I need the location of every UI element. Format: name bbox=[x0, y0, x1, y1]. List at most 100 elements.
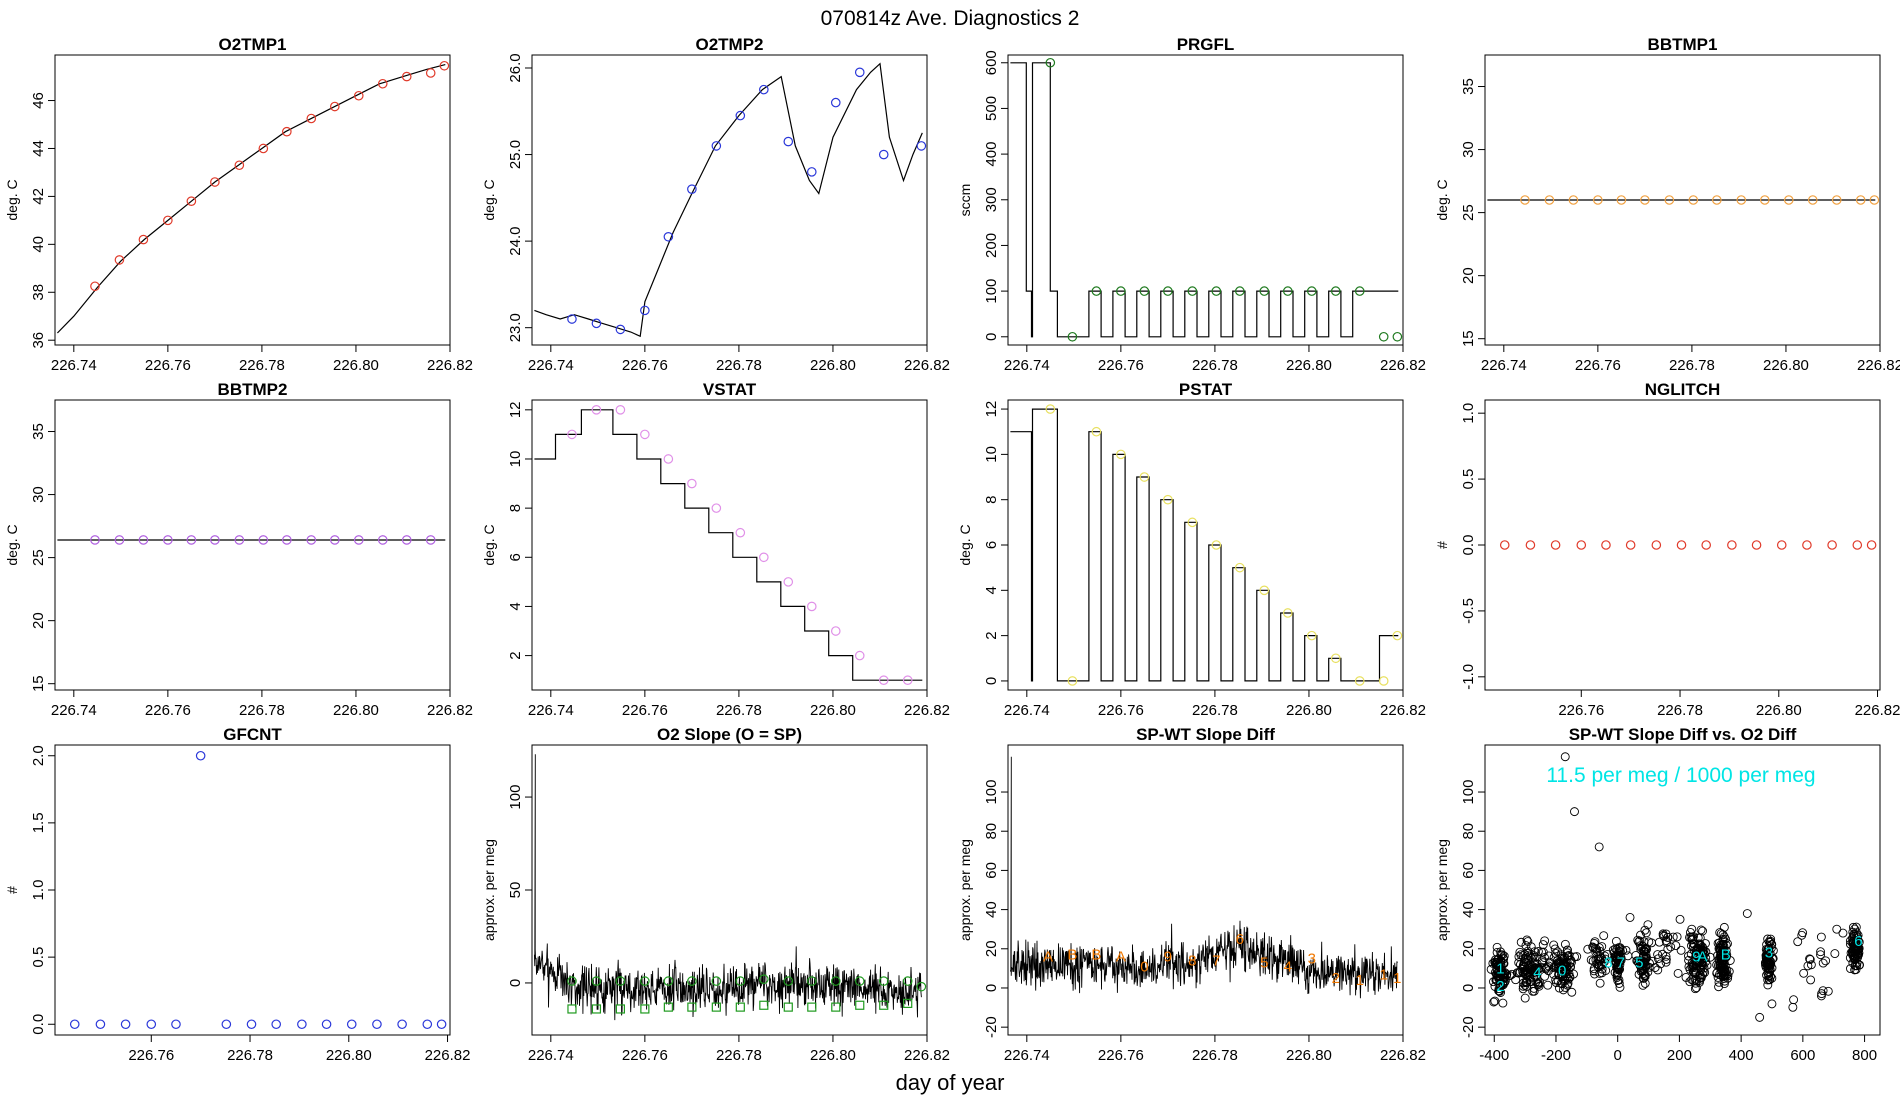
data-label: 7 bbox=[1212, 953, 1220, 970]
y-tick-label: 26.0 bbox=[507, 53, 524, 82]
plot-frame bbox=[1007, 744, 1404, 1036]
data-point bbox=[1783, 195, 1794, 205]
data-point bbox=[1776, 540, 1787, 550]
data-point bbox=[1282, 608, 1293, 618]
data-point bbox=[615, 405, 626, 415]
scatter-point bbox=[1596, 960, 1606, 970]
data-point bbox=[186, 535, 197, 545]
plot-area bbox=[1499, 540, 1877, 550]
data-point bbox=[1392, 331, 1403, 342]
noisy-series-line bbox=[1009, 756, 1398, 999]
scatter-point bbox=[1595, 946, 1605, 956]
plot-frame bbox=[1007, 399, 1404, 691]
scatter-point bbox=[1565, 958, 1575, 967]
y-tick-label: 80 bbox=[1460, 823, 1477, 840]
data-point bbox=[807, 1002, 817, 1012]
data-point bbox=[1736, 195, 1747, 205]
x-tick-label: 226.76 bbox=[622, 357, 668, 374]
data-point bbox=[1727, 540, 1737, 550]
scatter-point bbox=[1636, 967, 1646, 976]
y-tick-label: 80 bbox=[983, 823, 1000, 840]
data-point bbox=[1116, 286, 1126, 296]
scatter-point bbox=[1561, 971, 1571, 981]
y-tick-label: 2.0 bbox=[30, 745, 47, 766]
scatter-point bbox=[1816, 947, 1826, 957]
scatter-point bbox=[1570, 807, 1579, 817]
data-point bbox=[120, 1019, 131, 1030]
y-tick-label: 25 bbox=[30, 549, 47, 566]
data-point bbox=[687, 478, 697, 489]
scatter-point bbox=[1623, 951, 1633, 961]
scatter-point bbox=[1520, 980, 1530, 990]
data-point bbox=[759, 84, 769, 95]
data-point bbox=[372, 1019, 382, 1030]
scatter-point bbox=[1720, 964, 1730, 974]
data-point bbox=[1139, 286, 1150, 296]
data-point bbox=[221, 1019, 232, 1030]
data-point bbox=[146, 1019, 157, 1030]
data-point bbox=[1866, 540, 1877, 550]
scatter-point bbox=[1718, 970, 1728, 980]
x-tick-label: 226.74 bbox=[51, 702, 97, 719]
scatter-point bbox=[1764, 944, 1774, 953]
scatter-point bbox=[1763, 969, 1773, 978]
data-point bbox=[353, 535, 364, 545]
y-tick-label: -20 bbox=[1460, 1016, 1477, 1038]
data-point bbox=[711, 1002, 721, 1012]
data-label: 0 bbox=[1140, 958, 1148, 975]
data-label: 5 bbox=[1260, 955, 1268, 972]
scatter-point bbox=[1697, 954, 1706, 964]
data-point bbox=[854, 976, 865, 986]
x-tick-label: 226.82 bbox=[904, 702, 950, 719]
y-tick-label: 1.0 bbox=[1460, 403, 1477, 424]
data-point bbox=[783, 976, 794, 986]
y-tick-label: 4 bbox=[507, 602, 524, 610]
scatter-point bbox=[1640, 944, 1650, 953]
y-tick-label: 35 bbox=[30, 423, 47, 440]
scatter-point bbox=[1715, 928, 1725, 938]
x-tick-label: 226.74 bbox=[528, 1047, 574, 1064]
chart-panel-4: BBTMP1 226.74 226.76 226.78 226.80 226.82 15 20… bbox=[1434, 35, 1900, 374]
data-point bbox=[1676, 540, 1687, 550]
scatter-point bbox=[1684, 962, 1694, 972]
data-point bbox=[1378, 676, 1389, 686]
chart-panel-6: VSTAT 226.74 226.76 226.78 226.80 226.82 2 4 6 8 1… bbox=[481, 380, 950, 719]
y-tick-label: 600 bbox=[983, 50, 1000, 75]
data-point bbox=[1601, 540, 1611, 550]
scatter-point bbox=[1527, 961, 1537, 971]
y-tick-label: 8 bbox=[507, 504, 524, 512]
data-point bbox=[759, 552, 769, 563]
scatter-point bbox=[1689, 976, 1699, 986]
data-point bbox=[1576, 540, 1587, 550]
chart-title: PRGFL bbox=[1177, 35, 1235, 54]
data-point bbox=[138, 535, 149, 545]
scatter-point bbox=[1544, 951, 1554, 961]
scatter-point bbox=[1640, 957, 1650, 967]
series-line bbox=[534, 409, 923, 681]
scatter-point bbox=[1522, 935, 1532, 945]
chart-title: SP-WT Slope Diff bbox=[1136, 725, 1275, 744]
y-tick-label: 400 bbox=[983, 142, 1000, 167]
y-tick-label: 0 bbox=[1460, 984, 1477, 992]
scatter-point bbox=[1638, 980, 1648, 990]
data-point bbox=[615, 324, 626, 335]
y-tick-label: 300 bbox=[983, 187, 1000, 212]
scatter-point bbox=[1697, 959, 1706, 969]
data-point bbox=[567, 1004, 577, 1014]
scatter-point bbox=[1633, 935, 1643, 945]
y-tick-label: 23.0 bbox=[507, 313, 524, 342]
scatter-point bbox=[1803, 961, 1813, 971]
x-tick-label: 226.78 bbox=[1192, 702, 1238, 719]
scatter-point bbox=[1621, 945, 1631, 955]
y-tick-label: 0 bbox=[983, 333, 1000, 341]
scatter-point bbox=[1691, 978, 1701, 988]
scatter-point bbox=[1557, 979, 1567, 989]
data-point bbox=[878, 675, 889, 685]
data-label: 8 bbox=[1188, 953, 1196, 970]
data-point bbox=[397, 1019, 407, 1030]
scatter-point bbox=[1516, 950, 1526, 960]
scatter-point bbox=[1675, 914, 1685, 924]
x-tick-label: 226.78 bbox=[239, 702, 285, 719]
scatter-point bbox=[1638, 965, 1648, 975]
scatter-point bbox=[1640, 947, 1649, 957]
